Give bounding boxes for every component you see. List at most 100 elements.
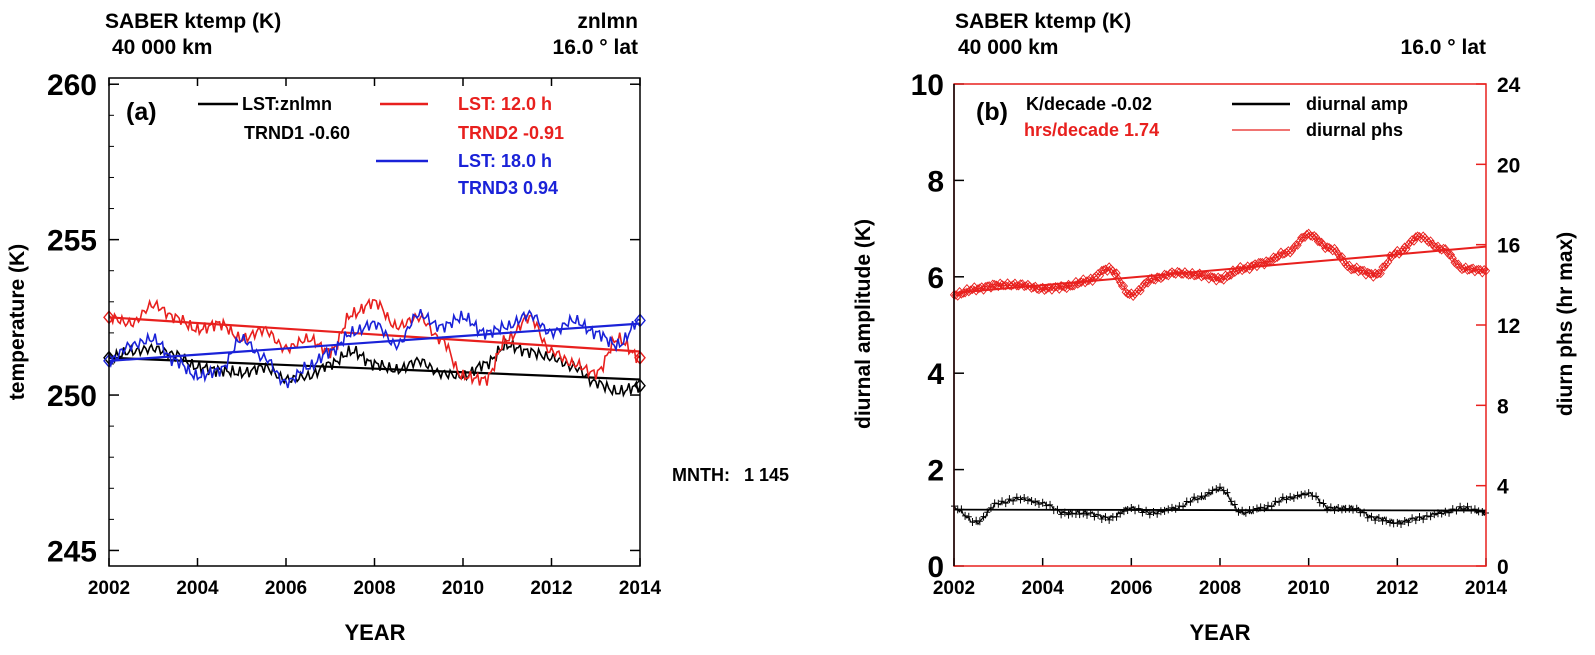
right-amp-marker: [1416, 512, 1423, 521]
right-y-tick-label: 4: [927, 358, 944, 391]
right-phs-marker: [1454, 259, 1463, 269]
right-amp-marker: [1298, 490, 1305, 499]
right-amp-marker: [1017, 495, 1024, 504]
left-y-tick-label: 255: [47, 225, 97, 258]
right-phs-marker: [1352, 262, 1361, 272]
right-amp-marker: [1412, 516, 1419, 525]
right-phs-marker: [1193, 269, 1202, 280]
right-amp-marker: [965, 512, 972, 521]
right-amp-marker: [1253, 504, 1260, 513]
right-y-tick-label: 10: [911, 69, 944, 102]
right-header-latitude: 16.0 ° lat: [1401, 36, 1486, 59]
right-series-layer: [949, 228, 1491, 528]
right-amp-trend: [953, 508, 1487, 512]
right-amp-marker: [1457, 502, 1464, 511]
legend-trend-blue: TRND3 0.94: [458, 178, 558, 198]
right-amp-marker: [1154, 509, 1161, 518]
left-y-tick-label: 260: [47, 69, 97, 102]
right-amp-marker: [1313, 492, 1320, 501]
right-amp-marker: [1224, 488, 1231, 497]
right-amp-marker: [1135, 504, 1142, 513]
right-amp-marker: [1024, 496, 1031, 505]
left-chart: SABER ktemp (K) 40 000 km znlmn 16.0 ° l…: [6, 10, 662, 645]
right-phs-marker: [1166, 268, 1175, 278]
right-phs-marker: [1140, 279, 1149, 289]
right-amp-marker: [1228, 497, 1235, 506]
right-plot-frame: [953, 83, 1487, 567]
right-amp-marker: [1309, 491, 1316, 500]
right-amp-marker: [1091, 512, 1098, 521]
left-header-mode: znlmn: [577, 10, 638, 33]
left-x-tick-label: 2008: [353, 578, 395, 599]
left-panel-label: (a): [126, 98, 157, 126]
left-x-tick-label: 2006: [265, 578, 307, 599]
right-x-tick-label: 2012: [1376, 578, 1418, 599]
right-amp-marker: [1279, 493, 1286, 502]
right-phs-marker: [1367, 269, 1376, 279]
right-phs-marker: [1066, 281, 1075, 291]
right-phs-marker: [1332, 246, 1341, 256]
right-x-tick-label: 2004: [1022, 578, 1065, 599]
left-trend-line-3: [108, 322, 641, 362]
left-x-tick-labels: 2002 2004 2006 2008 2010 2012 2014: [88, 578, 662, 599]
right-phs-marker: [1461, 262, 1470, 272]
right-phs-marker: [1062, 283, 1071, 294]
legend-label-black: LST:znlmn: [242, 94, 332, 114]
right-amp-marker: [1372, 516, 1379, 525]
right-phs-marker: [1457, 264, 1467, 275]
right-phs-trend: [953, 245, 1487, 294]
right-amp-marker: [1095, 510, 1102, 519]
legend-trend-red: TRND2 -0.91: [458, 123, 564, 143]
right-phs-marker: [1289, 242, 1298, 252]
right-phs-marker: [1236, 261, 1245, 272]
left-x-tick-label: 2002: [88, 578, 130, 599]
legend-label-blue: LST: 18.0 h: [458, 151, 552, 171]
right-y-tick-label: 0: [927, 551, 944, 584]
right-amp-marker: [1032, 498, 1039, 507]
right-amp-marker: [1338, 505, 1345, 514]
right-y-tick-label: 2: [927, 455, 944, 488]
right-amp-marker: [1375, 513, 1382, 522]
legend-amp-trend: K/decade -0.02: [1026, 94, 1152, 114]
right-phs-marker: [1132, 287, 1141, 297]
right-amp-marker: [1346, 504, 1353, 513]
right-phs-marker: [1221, 270, 1230, 280]
right-phs-marker: [1287, 245, 1297, 256]
mnth-value: 1 145: [744, 465, 789, 485]
right-y-axis-label: diurnal amplitude (K): [852, 219, 875, 429]
right-amp-marker: [999, 497, 1006, 506]
right-amp-marker: [1172, 504, 1179, 513]
right-phs-marker: [1465, 264, 1474, 275]
right-amp-marker: [1202, 492, 1209, 501]
right-amp-marker: [1324, 505, 1331, 514]
right-amp-marker: [1301, 490, 1308, 499]
left-y-tick-label: 245: [47, 535, 97, 568]
right-phs-marker: [1190, 271, 1199, 281]
right-phs-marker: [1435, 244, 1444, 254]
right-phs-marker: [1007, 281, 1016, 291]
right-amp-marker: [1187, 497, 1194, 506]
right-y2-tick-label: 24: [1497, 74, 1521, 97]
right-y-tick-label: 6: [927, 262, 944, 295]
right-phs-marker: [1321, 243, 1330, 254]
right-phs-marker: [1173, 266, 1182, 277]
right-amp-marker: [1191, 493, 1198, 502]
right-phs-marker: [1278, 249, 1287, 259]
right-phs-marker: [1315, 237, 1324, 247]
right-phs-marker: [1371, 268, 1380, 278]
right-phs-marker: [1118, 281, 1127, 291]
right-amp-marker: [995, 499, 1002, 508]
right-y2-tick-label: 4: [1497, 476, 1509, 499]
right-phs-marker: [1014, 281, 1023, 291]
right-amp-line: [953, 486, 1487, 526]
right-amp-marker: [1305, 489, 1312, 498]
right-y2-tick-label: 16: [1497, 235, 1520, 258]
right-phs-marker: [1396, 247, 1406, 257]
legend-trend-black: TRND1 -0.60: [244, 123, 350, 143]
right-amp-marker: [1460, 505, 1467, 514]
right-phs-marker: [1384, 257, 1393, 267]
right-amp-marker: [1471, 505, 1478, 514]
right-phs-marker: [1348, 264, 1358, 274]
left-series-layer: [103, 297, 646, 398]
